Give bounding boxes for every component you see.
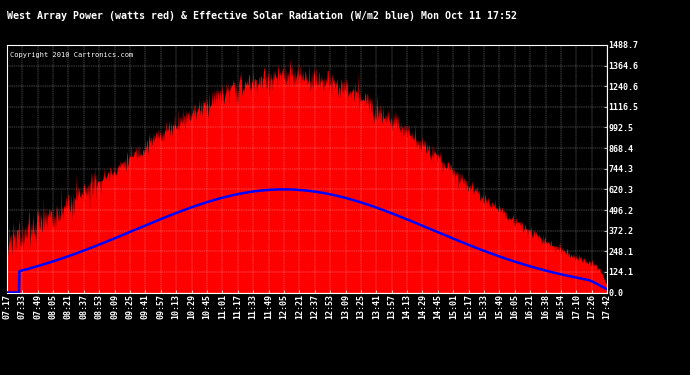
Text: Copyright 2010 Cartronics.com: Copyright 2010 Cartronics.com [10, 53, 133, 58]
Text: West Array Power (watts red) & Effective Solar Radiation (W/m2 blue) Mon Oct 11 : West Array Power (watts red) & Effective… [7, 11, 517, 21]
